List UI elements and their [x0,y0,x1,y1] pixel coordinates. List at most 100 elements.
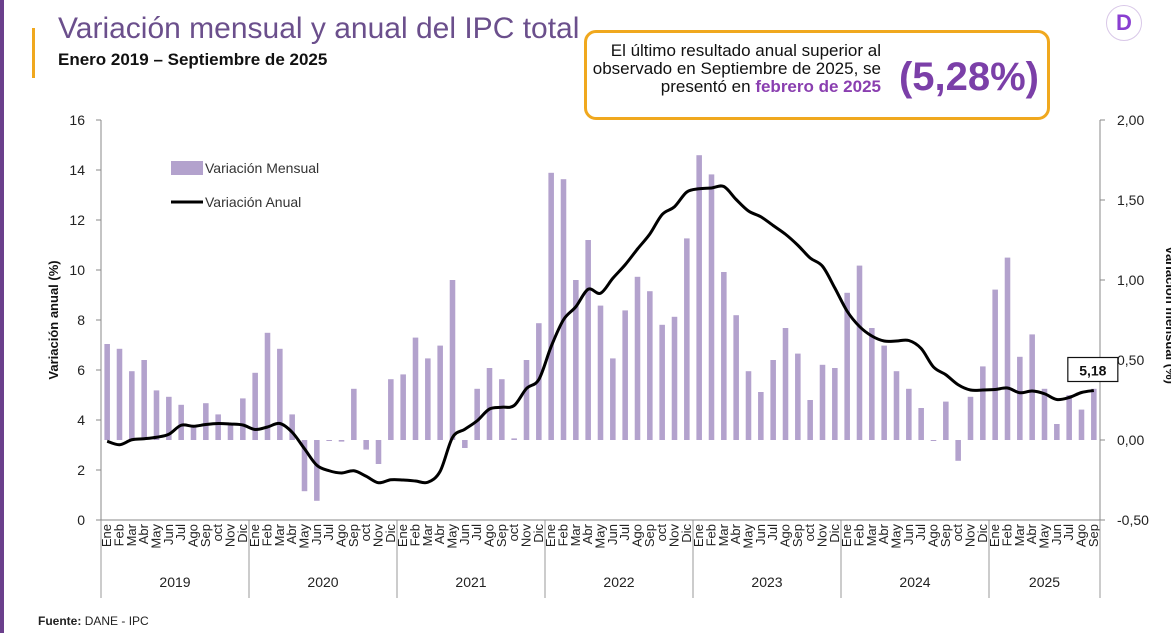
month-tick-label: Jul [913,524,928,541]
month-tick-label: Mar [272,523,287,546]
bar-variacion-mensual [1066,395,1072,440]
month-tick-label: Jun [753,524,768,545]
bar-variacion-mensual [375,440,382,464]
month-tick-label: oct [506,524,521,542]
month-tick-label: Sep [790,524,805,547]
month-tick-label: oct [950,524,965,542]
right-axis-title: Variación mensual (%) [1163,246,1171,384]
bar-variacion-mensual [992,289,998,440]
month-tick-label: Ago [334,524,349,547]
month-tick-label: Sep [494,524,509,547]
month-tick-label: Ago [778,524,793,547]
bar-variacion-mensual [314,440,320,501]
bar-variacion-mensual [449,280,456,440]
bar-variacion-mensual [388,379,394,440]
month-tick-label: oct [802,524,817,542]
month-tick-label: Feb [704,524,719,546]
month-tick-label: Nov [815,524,830,548]
month-tick-label: May [297,524,312,549]
bar-variacion-mensual [832,368,838,440]
bar-variacion-mensual [1004,257,1011,440]
month-tick-label: Abr [580,523,595,544]
right-tick-label: 2,00 [1117,112,1144,128]
month-tick-label: Ene [839,524,854,547]
bar-variacion-mensual [1041,388,1048,440]
month-tick-label: Jun [901,524,916,545]
bar-variacion-mensual [277,348,283,440]
month-tick-label: Feb [408,524,423,546]
bar-variacion-mensual [252,372,258,440]
bar-variacion-mensual [573,280,579,440]
bar-variacion-mensual [856,265,863,440]
bar-variacion-mensual [795,353,801,440]
bar-variacion-mensual [437,345,443,440]
bar-variacion-mensual [1091,388,1097,440]
bar-variacion-mensual [844,292,850,440]
month-tick-label: Jun [161,524,176,545]
month-tick-label: Sep [346,524,361,547]
bar-variacion-mensual [215,414,221,440]
page-title: Variación mensual y anual del IPC total [58,12,580,45]
bar-variacion-mensual [943,401,949,440]
month-tick-label: May [1037,524,1052,549]
left-tick-label: 6 [77,362,85,378]
bar-variacion-mensual [684,238,690,440]
month-tick-label: Dic [827,524,842,543]
month-tick-label: Feb [1000,524,1015,546]
bar-variacion-mensual [166,396,172,440]
line-variacion-anual [106,184,1095,485]
month-tick-label: Ago [630,524,645,547]
bar-variacion-mensual [1054,424,1060,440]
bar-variacion-mensual [289,414,295,440]
bar-variacion-mensual [659,324,665,440]
legend-label-mensual: Variación Mensual [205,160,319,176]
month-tick-label: Nov [667,524,682,548]
month-tick-label: Jun [457,524,472,545]
month-tick-label: Mar [568,523,583,546]
month-tick-label: Mar [420,523,435,546]
bar-variacion-mensual [240,398,246,440]
month-tick-label: Abr [1024,523,1039,544]
bar-variacion-mensual [647,291,653,440]
month-tick-label: oct [210,524,225,542]
right-tick-label: 1,50 [1117,192,1144,208]
bar-variacion-mensual [474,388,480,440]
bar-variacion-mensual [622,310,628,440]
month-tick-label: Ago [1074,524,1089,547]
last-value-label: 5,18 [1079,363,1106,379]
source-label: Fuente: [38,614,82,628]
right-tick-label: 0,00 [1117,432,1144,448]
month-tick-label: Sep [938,524,953,547]
title-accent-bar [32,28,35,78]
left-tick-label: 8 [77,312,85,328]
bar-variacion-mensual [301,440,308,492]
month-tick-label: Ene [987,524,1002,547]
callout-box: El último resultado anual superior al ob… [584,30,1050,120]
month-tick-label: Abr [432,523,447,544]
bar-variacion-mensual [412,337,419,440]
month-tick-label: Nov [223,524,238,548]
bar-variacion-mensual [967,396,974,440]
month-tick-label: Dic [679,524,694,543]
month-tick-label: May [149,524,164,549]
bar-variacion-mensual [696,155,702,440]
source-note: Fuente: DANE - IPC [38,614,149,628]
month-tick-label: Ene [99,524,114,547]
bar-variacion-mensual [190,425,197,440]
bar-variacion-mensual [634,276,641,440]
year-label: 2020 [307,574,338,590]
bar-variacion-mensual [523,360,530,440]
month-tick-label: Sep [198,524,213,547]
month-tick-label: Dic [383,524,398,543]
bar-variacion-mensual [363,440,369,450]
bar-variacion-mensual [351,388,357,440]
bar-variacion-mensual [782,328,789,440]
month-tick-label: Nov [519,524,534,548]
month-tick-label: Jun [309,524,324,545]
month-tick-label: Jul [173,524,188,541]
bar-variacion-mensual [955,440,961,461]
bar-variacion-mensual [770,360,776,440]
month-tick-label: Mar [864,523,879,546]
left-tick-label: 10 [69,262,85,278]
last-value-box [1067,356,1119,383]
